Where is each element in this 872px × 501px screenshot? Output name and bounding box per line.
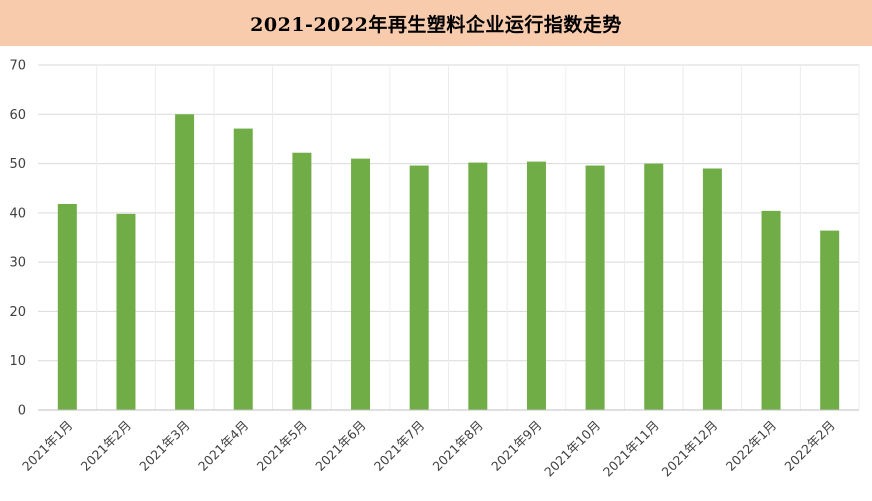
y-tick-label: 10 [9, 354, 26, 369]
bar [175, 114, 195, 411]
gridlines [38, 64, 860, 410]
x-tick-label: 2022年2月 [781, 418, 837, 474]
bar [116, 213, 136, 410]
x-tick-label: 2021年6月 [312, 418, 368, 474]
x-tick-label: 2021年2月 [78, 418, 134, 474]
bar [233, 128, 253, 411]
bars [57, 114, 840, 411]
bar [702, 168, 722, 410]
x-tick-label: 2021年9月 [488, 418, 544, 474]
bar [585, 165, 605, 410]
y-tick-label: 70 [9, 59, 26, 74]
y-tick-label: 60 [9, 108, 26, 123]
x-tick-label: 2021年4月 [195, 418, 251, 474]
bar [292, 152, 312, 410]
x-tick-label: 2021年12月 [658, 418, 720, 480]
bar [57, 203, 77, 410]
y-tick-label: 40 [9, 206, 26, 221]
y-tick-label: 50 [9, 157, 26, 172]
title-bar: 2021-2022年再生塑料企业运行指数走势 [0, 0, 872, 46]
bar [644, 163, 664, 410]
bar [820, 230, 840, 410]
bar [468, 162, 488, 410]
bar [409, 165, 429, 410]
chart-title: 2021-2022年再生塑料企业运行指数走势 [250, 13, 622, 36]
bar [761, 210, 781, 410]
y-axis: 0 10 20 30 40 50 60 70 [9, 59, 26, 419]
x-tick-label: 2021年3月 [136, 418, 192, 474]
x-tick-label: 2021年7月 [371, 418, 427, 474]
bar [526, 161, 546, 410]
x-tick-label: 2021年5月 [254, 418, 310, 474]
y-tick-label: 30 [9, 256, 26, 271]
bar [351, 158, 371, 410]
y-tick-label: 20 [9, 305, 26, 320]
y-tick-label: 0 [18, 404, 26, 419]
x-tick-label: 2021年1月 [19, 418, 75, 474]
x-tick-label: 2022年1月 [723, 418, 779, 474]
x-axis: 2021年1月 2021年2月 2021年3月 2021年4月 2021年5月 2021年… [19, 409, 859, 480]
x-tick-label: 2021年11月 [600, 418, 662, 480]
x-tick-label: 2021年10月 [541, 418, 603, 480]
x-tick-label: 2021年8月 [430, 418, 486, 474]
